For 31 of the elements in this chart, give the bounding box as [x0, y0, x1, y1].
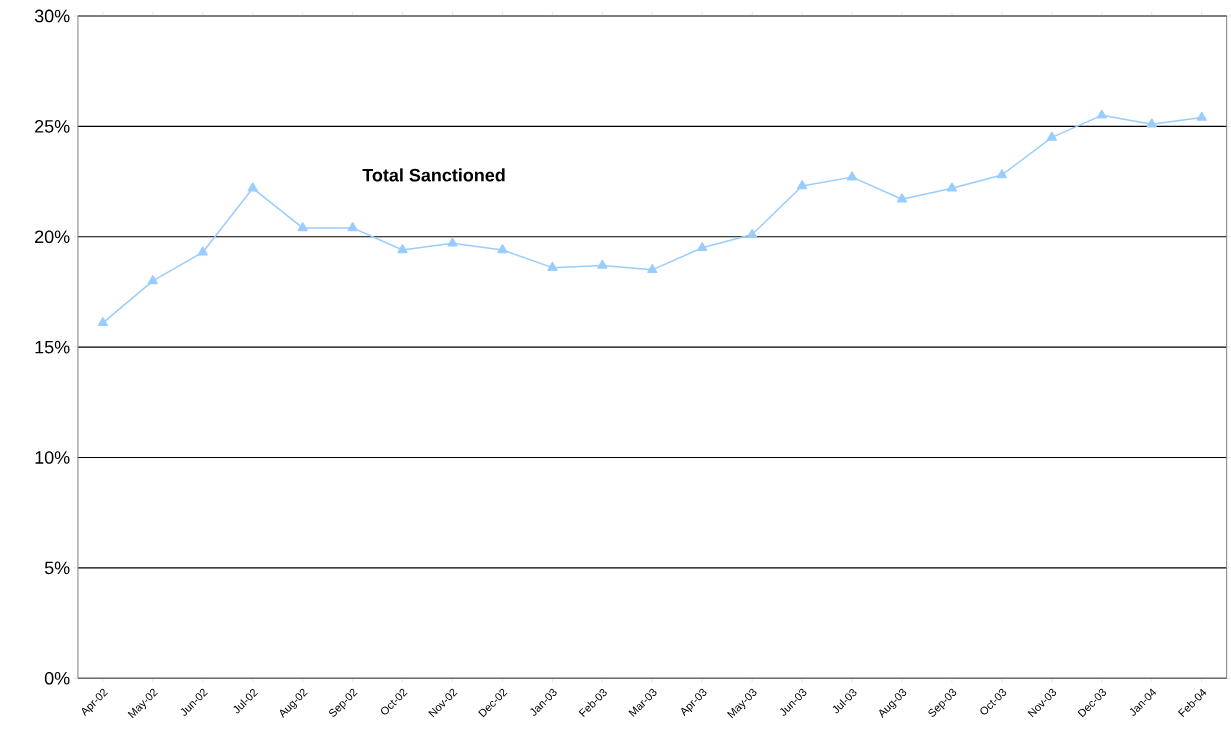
point — [1196, 111, 1207, 121]
point — [97, 317, 108, 326]
y-tick-label: 15% — [35, 340, 70, 354]
text: Total Sanctioned — [362, 168, 505, 182]
point — [1046, 131, 1057, 141]
point — [447, 237, 458, 247]
point — [347, 222, 358, 232]
y-tick-label: 10% — [35, 451, 70, 464]
point — [847, 171, 858, 181]
point — [946, 182, 958, 192]
point — [747, 228, 758, 238]
point — [547, 261, 558, 271]
point — [697, 241, 708, 251]
y-tick-label: 0% — [44, 671, 70, 685]
point — [1096, 109, 1107, 119]
point — [297, 222, 308, 232]
point — [497, 244, 508, 254]
point — [1146, 118, 1157, 128]
point — [896, 193, 908, 203]
y-tick-label: 5% — [44, 561, 70, 575]
y-tick-label: 20% — [35, 230, 70, 244]
point — [397, 244, 408, 254]
y-tick-label: 25% — [35, 119, 70, 133]
y-tick-label: 30% — [34, 9, 70, 23]
point — [597, 259, 608, 269]
point — [797, 180, 808, 190]
point — [996, 169, 1007, 179]
point — [647, 264, 658, 273]
point — [247, 182, 258, 192]
point — [197, 246, 208, 256]
point — [147, 275, 158, 285]
